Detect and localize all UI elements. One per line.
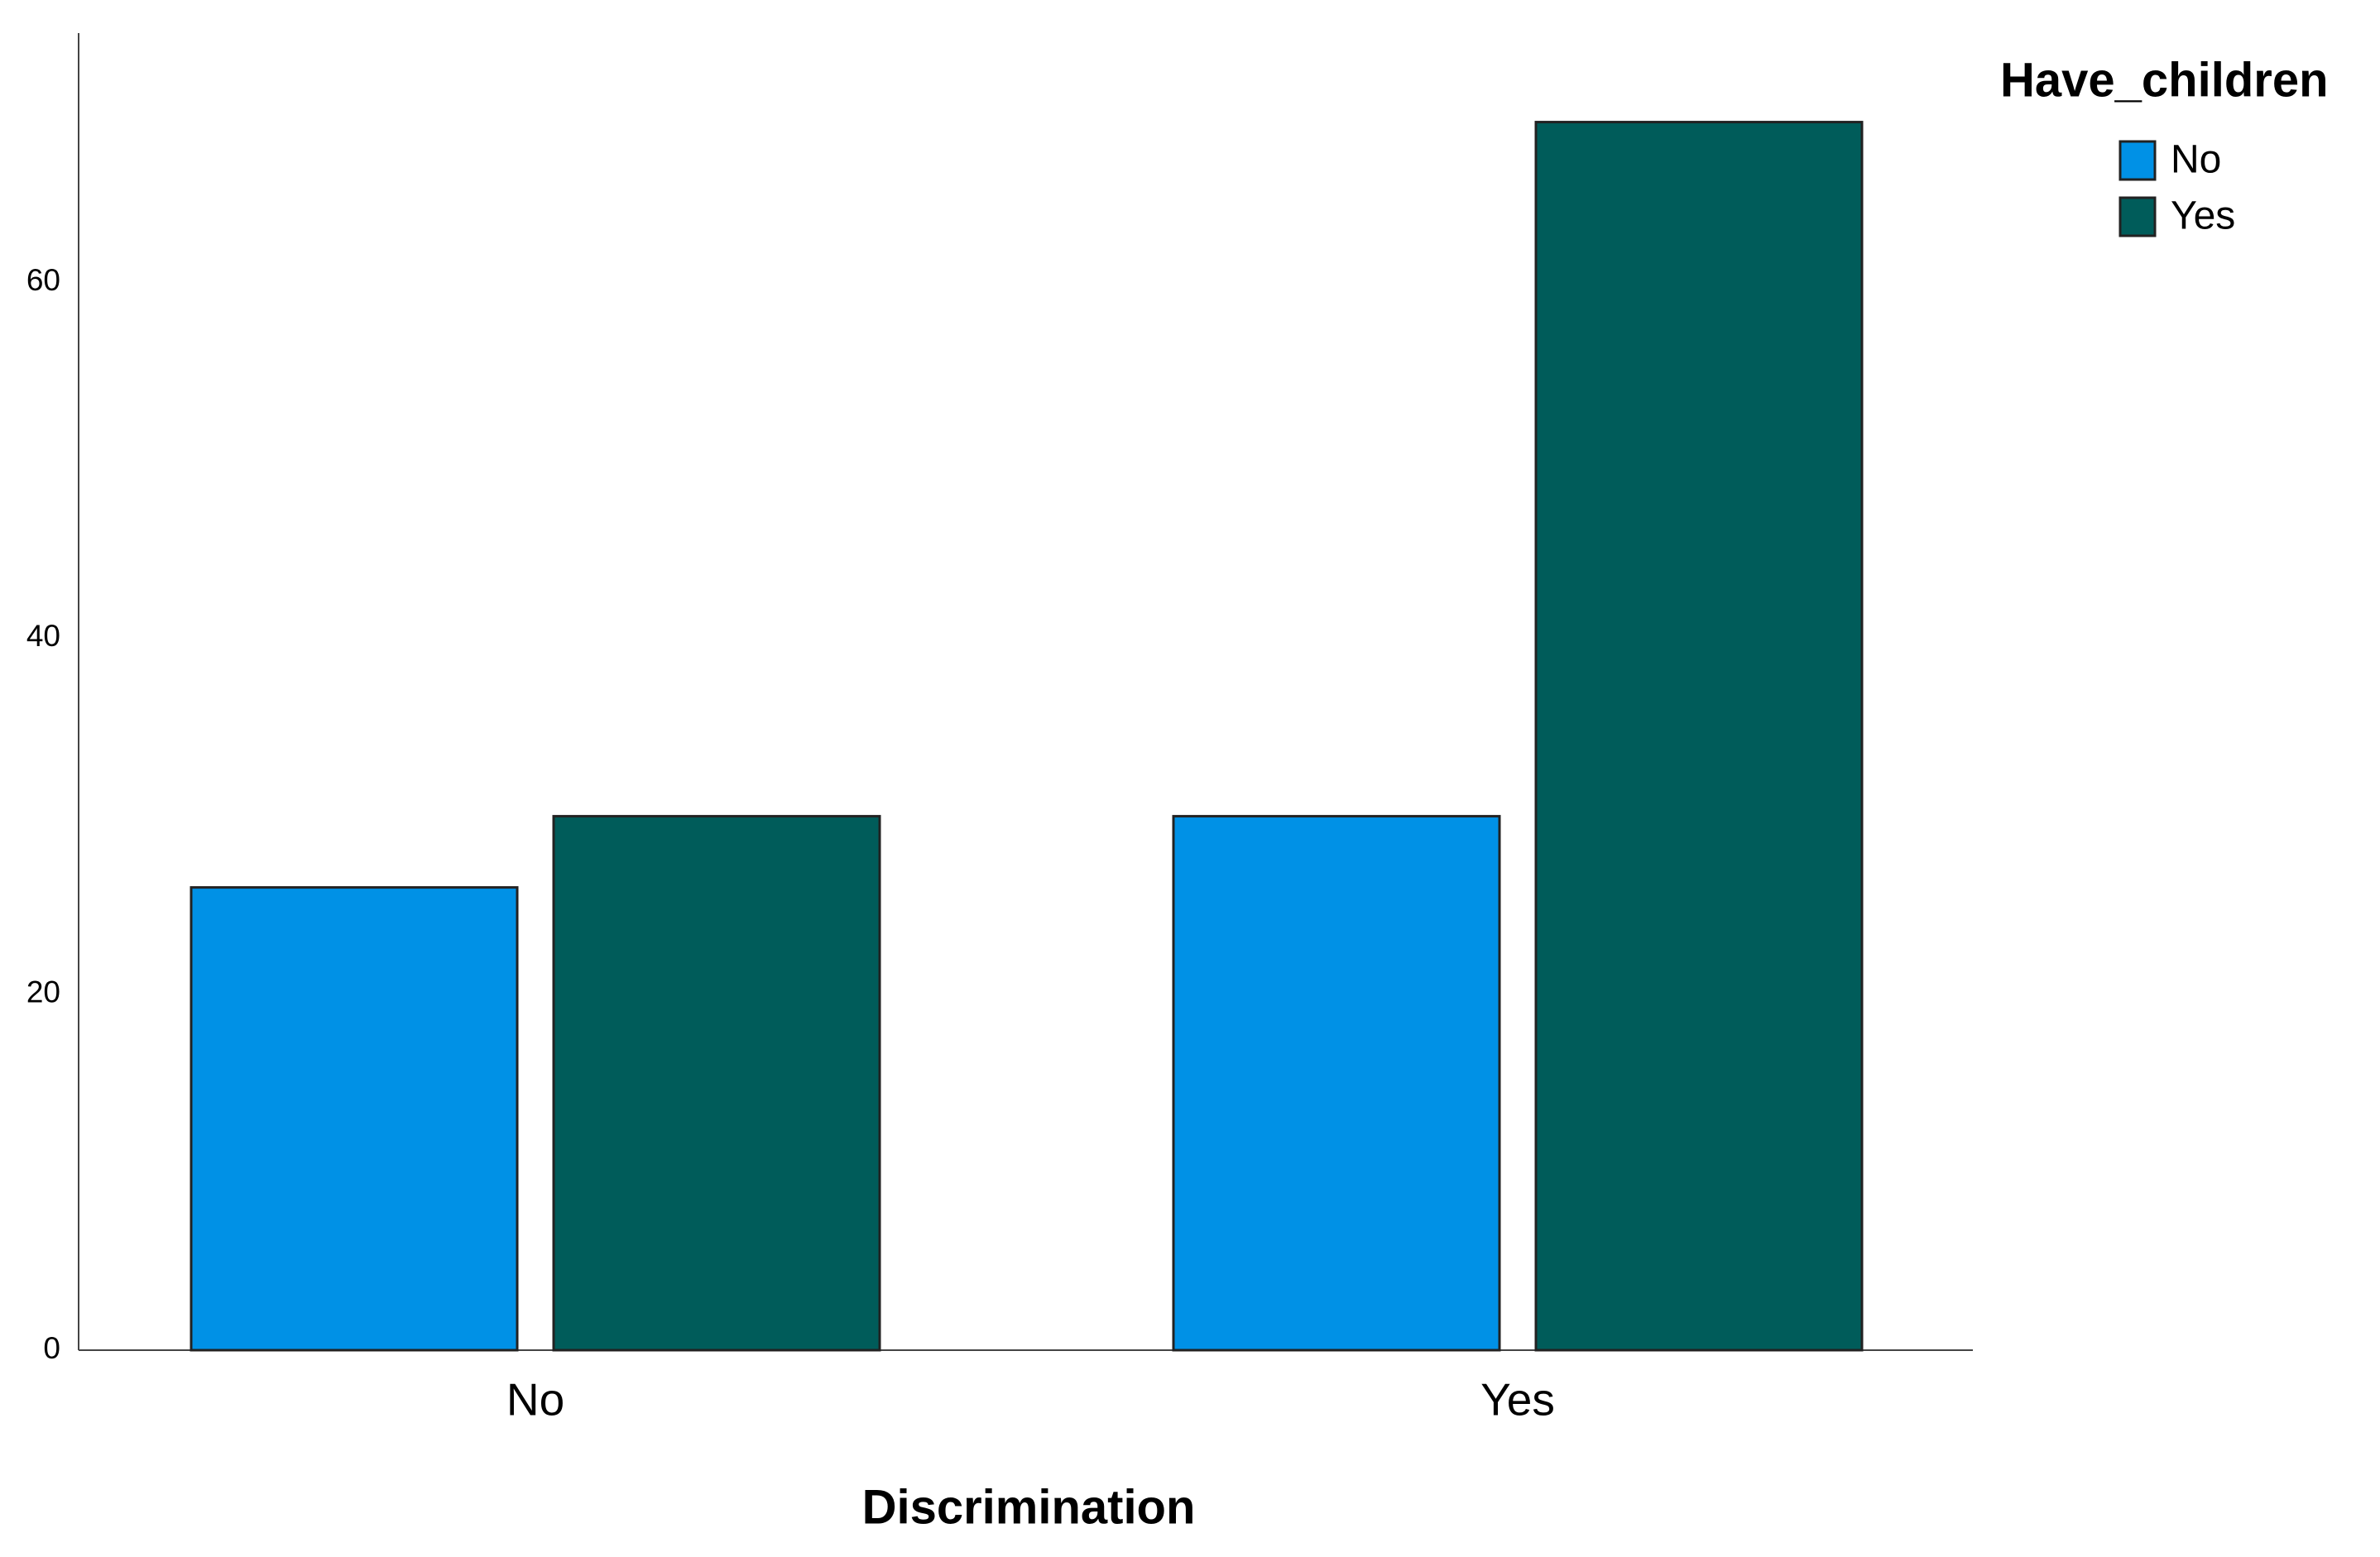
y-tick-label: 20	[26, 975, 60, 1009]
x-tick-label: Yes	[1480, 1374, 1555, 1425]
y-tick-label: 0	[43, 1331, 60, 1365]
x-axis-title: Discrimination	[862, 1480, 1196, 1534]
legend-swatch	[2118, 196, 2157, 237]
y-tick-label: 60	[26, 263, 60, 297]
legend-swatch	[2118, 140, 2157, 181]
bar	[190, 886, 519, 1352]
bar	[552, 815, 881, 1352]
bar	[1172, 815, 1501, 1352]
bar	[1534, 121, 1864, 1352]
legend-label: Yes	[2171, 194, 2235, 238]
legend-title: Have_children	[2000, 53, 2329, 107]
y-tick-label: 40	[26, 619, 60, 653]
x-tick-label: No	[506, 1374, 564, 1425]
legend-label: No	[2171, 138, 2221, 182]
